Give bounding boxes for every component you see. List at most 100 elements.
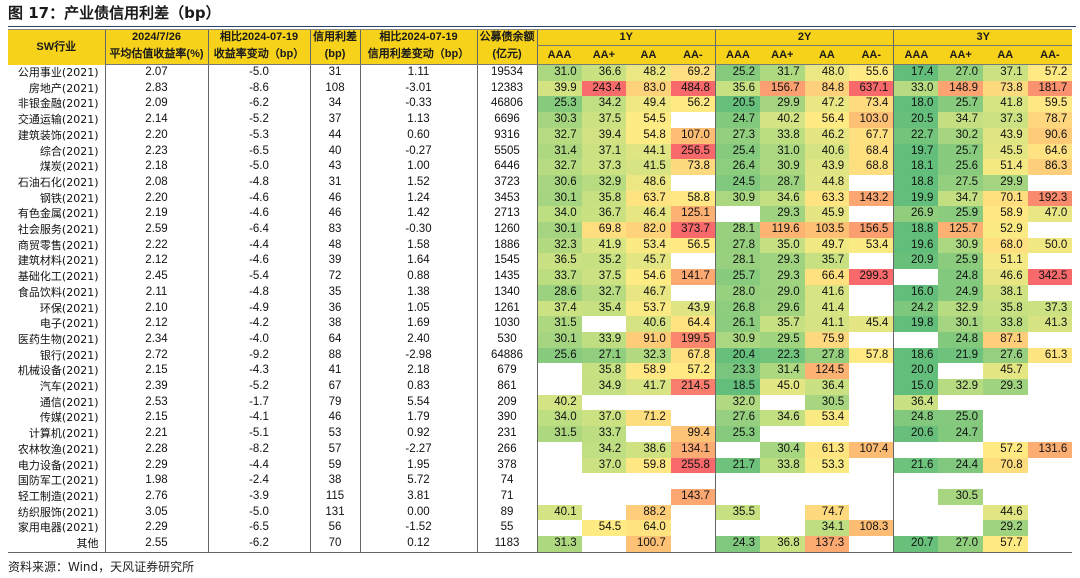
spread-1y-aa-minus-cell: 56.5 xyxy=(670,237,716,254)
spread-2y-aa-cell: 56.4 xyxy=(804,112,850,128)
spread-2y-aa-plus-cell: 29.3 xyxy=(760,269,805,285)
spread-1y-aa-plus-cell: 37.0 xyxy=(581,457,627,474)
yield-cell: 2.21 xyxy=(104,426,208,442)
spread-2y-aaa-cell: 35.6 xyxy=(714,80,760,97)
yield-change-cell: -8.2 xyxy=(207,441,310,458)
spread-1y-aaa-cell: 32.3 xyxy=(536,237,582,254)
spread-2y-aaa-cell: 25.7 xyxy=(714,269,760,285)
table-row: 传媒(2021) 2.15 -4.1 46 1.79 390 34.0 37.0 71.2 27.… xyxy=(8,410,1072,427)
table-row: 公用事业(2021) 2.07 -5.0 31 1.11 19534 31.0 36.6 48.… xyxy=(8,64,1073,81)
yield-change-cell: -5.1 xyxy=(207,426,310,442)
spread-1y-aaa-cell: 31.3 xyxy=(536,536,582,553)
spread-1y-aaa-cell: 31.4 xyxy=(536,143,582,160)
industry-cell: 医药生物(2021) xyxy=(17,332,99,346)
balance-cell: 1545 xyxy=(476,253,537,270)
spread-3y-aa-cell xyxy=(983,410,1028,426)
spread-change-cell: 0.60 xyxy=(359,127,477,144)
spread-2y-aa-plus-cell: 31.7 xyxy=(760,64,805,81)
spread-2y-aaa-cell: 25.2 xyxy=(714,64,760,81)
spread-1y-aa-cell: 41.7 xyxy=(626,379,671,395)
spread-3y-aa-minus-cell: 64.6 xyxy=(1027,143,1073,160)
spread-change-cell: 0.12 xyxy=(359,536,477,553)
spread-change-cell: 1.05 xyxy=(359,300,477,317)
spread-2y-aa-plus-cell xyxy=(760,505,805,521)
spread-2y-aaa-cell: 23.3 xyxy=(714,363,760,380)
yield-cell: 2.34 xyxy=(104,331,208,348)
spread-change-cell: 1.64 xyxy=(359,253,477,270)
industry-cell: 其他 xyxy=(8,536,105,553)
balance-cell: 209 xyxy=(476,394,537,411)
spread-1y-aa-plus-cell xyxy=(582,489,627,505)
spread-3y-aa-plus-cell: 25.7 xyxy=(938,96,983,113)
spread-3y-aaa-cell xyxy=(893,269,939,285)
yield-cell: 2.45 xyxy=(104,269,208,285)
industry-cell: 石油石化(2021) xyxy=(17,175,99,189)
spread-2y-aaa-cell xyxy=(714,488,760,505)
table-row: 基础化工(2021) 2.45 -5.4 72 0.88 1435 33.7 37.5 54.6… xyxy=(8,269,1073,285)
spread-3y-aa-cell: 58.9 xyxy=(983,206,1028,223)
spread-2y-aa-cell: 103.5 xyxy=(804,222,850,238)
spread-2y-aa-plus-cell: 33.8 xyxy=(760,127,805,144)
table-row: 食品饮料(2021) 2.11 -4.8 35 1.38 1340 28.6 32.7 46.7… xyxy=(8,284,1073,301)
spread-2y-aa-cell: 61.3 xyxy=(804,441,850,458)
spread-1y-aa-plus-cell: 39.4 xyxy=(581,127,627,144)
spread-3y-aa-plus-cell: 24.8 xyxy=(938,331,983,348)
spread-1y-aaa-cell: 31.5 xyxy=(536,426,582,442)
yield-cell: 2.07 xyxy=(104,64,208,81)
spread-1y-aaa-cell: 28.6 xyxy=(536,284,582,301)
balance-cell: 46806 xyxy=(476,96,537,113)
yield-change-cell: -4.4 xyxy=(207,237,310,254)
spread-3y-aa-minus-cell xyxy=(1028,285,1073,301)
spread-1y-aa-plus-cell xyxy=(581,536,627,553)
spread-3y-aa-cell: 51.1 xyxy=(983,253,1028,270)
industry-cell: 电子(2021) xyxy=(39,317,99,331)
spread-1y-aa-cell: 58.9 xyxy=(626,363,671,380)
spread-2y-aa-cell xyxy=(805,489,850,505)
spread-3y-aa-minus-cell: 59.5 xyxy=(1027,96,1073,113)
spread-2y-aa-minus-cell: 57.8 xyxy=(849,347,894,364)
spread-1y-aa-minus-cell: 134.1 xyxy=(670,441,716,458)
spread-1y-aa-cell: 83.0 xyxy=(626,80,671,97)
industry-cell: 有色金属(2021) xyxy=(17,207,99,221)
spread-cell: 43 xyxy=(309,159,360,175)
spread-3y-aa-minus-cell: 61.3 xyxy=(1027,347,1073,364)
spread-2y-aa-cell: 45.9 xyxy=(804,206,850,223)
yield-cell: 2.15 xyxy=(104,363,208,380)
spread-2y-aa-plus-cell: 30.9 xyxy=(760,159,805,175)
spread-3y-aa-cell: 68.0 xyxy=(983,237,1028,254)
spread-1y-aa-minus-cell: 69.2 xyxy=(670,64,716,81)
spread-3y-aaa-cell: 20.5 xyxy=(893,112,939,128)
spread-1y-aa-cell: 48.6 xyxy=(626,174,671,191)
spread-2y-aaa-cell: 32.0 xyxy=(714,394,760,411)
spread-2y-aaa-cell: 20.5 xyxy=(714,96,760,113)
spread-3y-aaa-cell: 18.8 xyxy=(893,174,939,191)
table-row: 石油石化(2021) 2.08 -4.8 31 1.52 3723 30.6 32.9 48.6… xyxy=(8,174,1072,191)
spread-2y-aa-cell: 27.8 xyxy=(804,347,850,364)
balance-cell: 1030 xyxy=(476,316,537,332)
table-row: 建筑装饰(2021) 2.20 -5.3 44 0.60 9316 32.7 39.4 54.8… xyxy=(8,127,1073,144)
spread-3y-aa-cell: 70.8 xyxy=(983,457,1028,474)
spread-2y-aa-minus-cell: 68.8 xyxy=(849,159,894,175)
spread-1y-aaa-cell: 30.3 xyxy=(536,112,582,128)
yield-change-cell: -4.1 xyxy=(207,410,310,427)
spread-change-cell: 1.00 xyxy=(359,159,477,175)
spread-change-cell: -0.30 xyxy=(359,222,477,238)
spread-3y-aa-cell: 46.6 xyxy=(983,269,1028,285)
spread-3y-aa-plus-cell: 27.0 xyxy=(938,64,983,81)
spread-1y-aa-plus-cell: 37.0 xyxy=(581,410,627,427)
spread-2y-aa-cell: 30.5 xyxy=(804,394,850,411)
spread-cell: 46 xyxy=(309,410,360,427)
spread-cell: 44 xyxy=(309,127,360,144)
spread-cell: 46 xyxy=(309,190,360,207)
yield-cell: 2.53 xyxy=(104,394,208,411)
spread-3y-aa-minus-cell xyxy=(1028,222,1073,238)
spread-3y-aa-minus-cell: 131.6 xyxy=(1027,441,1073,458)
spread-3y-aaa-cell xyxy=(893,441,939,458)
spread-3y-aa-plus-cell: 25.0 xyxy=(938,410,983,427)
spread-1y-aa-cell: 63.7 xyxy=(626,190,671,207)
spread-2y-aaa-cell: 21.7 xyxy=(714,457,760,474)
spread-2y-aa-cell: 53.4 xyxy=(804,410,850,427)
spread-1y-aa-cell: 88.2 xyxy=(626,504,671,521)
spread-1y-aa-plus-cell: 32.7 xyxy=(581,284,627,301)
spread-2y-aa-cell: 48.0 xyxy=(804,64,850,81)
